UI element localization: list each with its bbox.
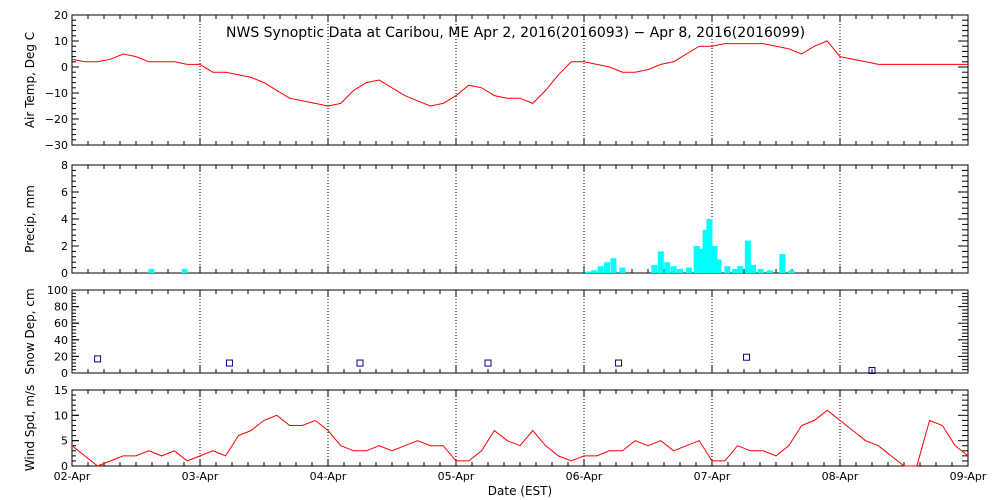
y-tick-label: 4 — [61, 213, 68, 226]
precip-bar — [651, 264, 658, 273]
precip-bar — [715, 259, 722, 273]
precip-bar — [724, 266, 731, 273]
y-tick-label: 6 — [61, 186, 68, 199]
snow-depth-marker — [868, 367, 876, 375]
y-tick-label: 0 — [61, 460, 68, 473]
y-axis-label: Wind Spd, m/s — [23, 385, 37, 471]
precip-bar — [693, 246, 700, 273]
snow-depth-marker — [225, 359, 233, 367]
precip-bar — [711, 246, 718, 273]
x-axis-label: Date (EST) — [488, 484, 552, 498]
y-tick-label: −20 — [45, 113, 68, 126]
y-tick-label: 20 — [54, 350, 68, 363]
precip-bar — [702, 229, 709, 273]
y-tick-label: 0 — [61, 267, 68, 280]
precip-bar — [677, 268, 683, 273]
precip-bar — [664, 262, 671, 273]
y-tick-label: 40 — [54, 334, 68, 347]
x-tick-label: 07-Apr — [694, 470, 731, 483]
series-line — [71, 40, 968, 107]
precip-bar — [749, 264, 756, 273]
precip-bar — [698, 248, 705, 273]
y-tick-label: 15 — [54, 384, 68, 397]
precip-bar — [657, 251, 664, 273]
precip-bar — [619, 267, 626, 273]
snow-depth-marker — [743, 353, 751, 361]
y-axis-label: Precip, mm — [23, 185, 37, 253]
x-tick-label: 04-Apr — [310, 470, 347, 483]
y-tick-label: 10 — [54, 409, 68, 422]
y-axis-label: Snow Dep, cm — [23, 288, 37, 374]
precip-bar — [604, 262, 611, 273]
x-tick-label: 02-Apr — [54, 470, 91, 483]
y-tick-label: 10 — [54, 35, 68, 48]
snow-depth-marker — [356, 359, 364, 367]
precip-bar — [732, 268, 739, 273]
precip-bar — [148, 268, 155, 273]
x-tick-label: 05-Apr — [438, 470, 475, 483]
y-tick-label: −10 — [45, 87, 68, 100]
x-tick-label: 08-Apr — [822, 470, 859, 483]
precip-bar — [685, 267, 692, 273]
precip-bar — [737, 266, 744, 273]
precip-bar — [766, 270, 773, 273]
x-tick-label: 09-Apr — [950, 470, 987, 483]
y-tick-label: 0 — [61, 367, 68, 380]
series-line — [71, 409, 969, 467]
snow-depth-marker — [615, 359, 623, 367]
y-tick-label: 20 — [54, 9, 68, 22]
precip-bar — [788, 270, 795, 273]
precip-bar — [744, 240, 751, 273]
y-tick-label: 2 — [61, 240, 68, 253]
y-tick-label: 100 — [47, 284, 68, 297]
precip-bar — [779, 254, 786, 273]
precip-bar — [610, 258, 617, 273]
precip-bar — [757, 268, 764, 273]
y-axis-label: Air Temp, Deg C — [23, 32, 37, 128]
x-tick-label: 03-Apr — [182, 470, 219, 483]
precip-bar — [706, 219, 713, 273]
y-tick-label: 60 — [54, 317, 68, 330]
y-tick-label: 8 — [61, 159, 68, 172]
snow-depth-marker — [94, 355, 102, 363]
chart-title: NWS Synoptic Data at Caribou, ME Apr 2, … — [226, 25, 805, 41]
precip-bar — [670, 266, 677, 273]
y-tick-label: −30 — [45, 139, 68, 152]
y-tick-label: 0 — [61, 61, 68, 74]
precip-bar — [597, 266, 604, 273]
y-tick-label: 80 — [54, 301, 68, 314]
precip-bar — [181, 268, 188, 273]
y-tick-label: 5 — [61, 435, 68, 448]
precip-bar — [584, 271, 591, 273]
x-tick-label: 06-Apr — [566, 470, 603, 483]
snow-depth-marker — [484, 359, 492, 367]
precip-bar — [591, 270, 598, 273]
